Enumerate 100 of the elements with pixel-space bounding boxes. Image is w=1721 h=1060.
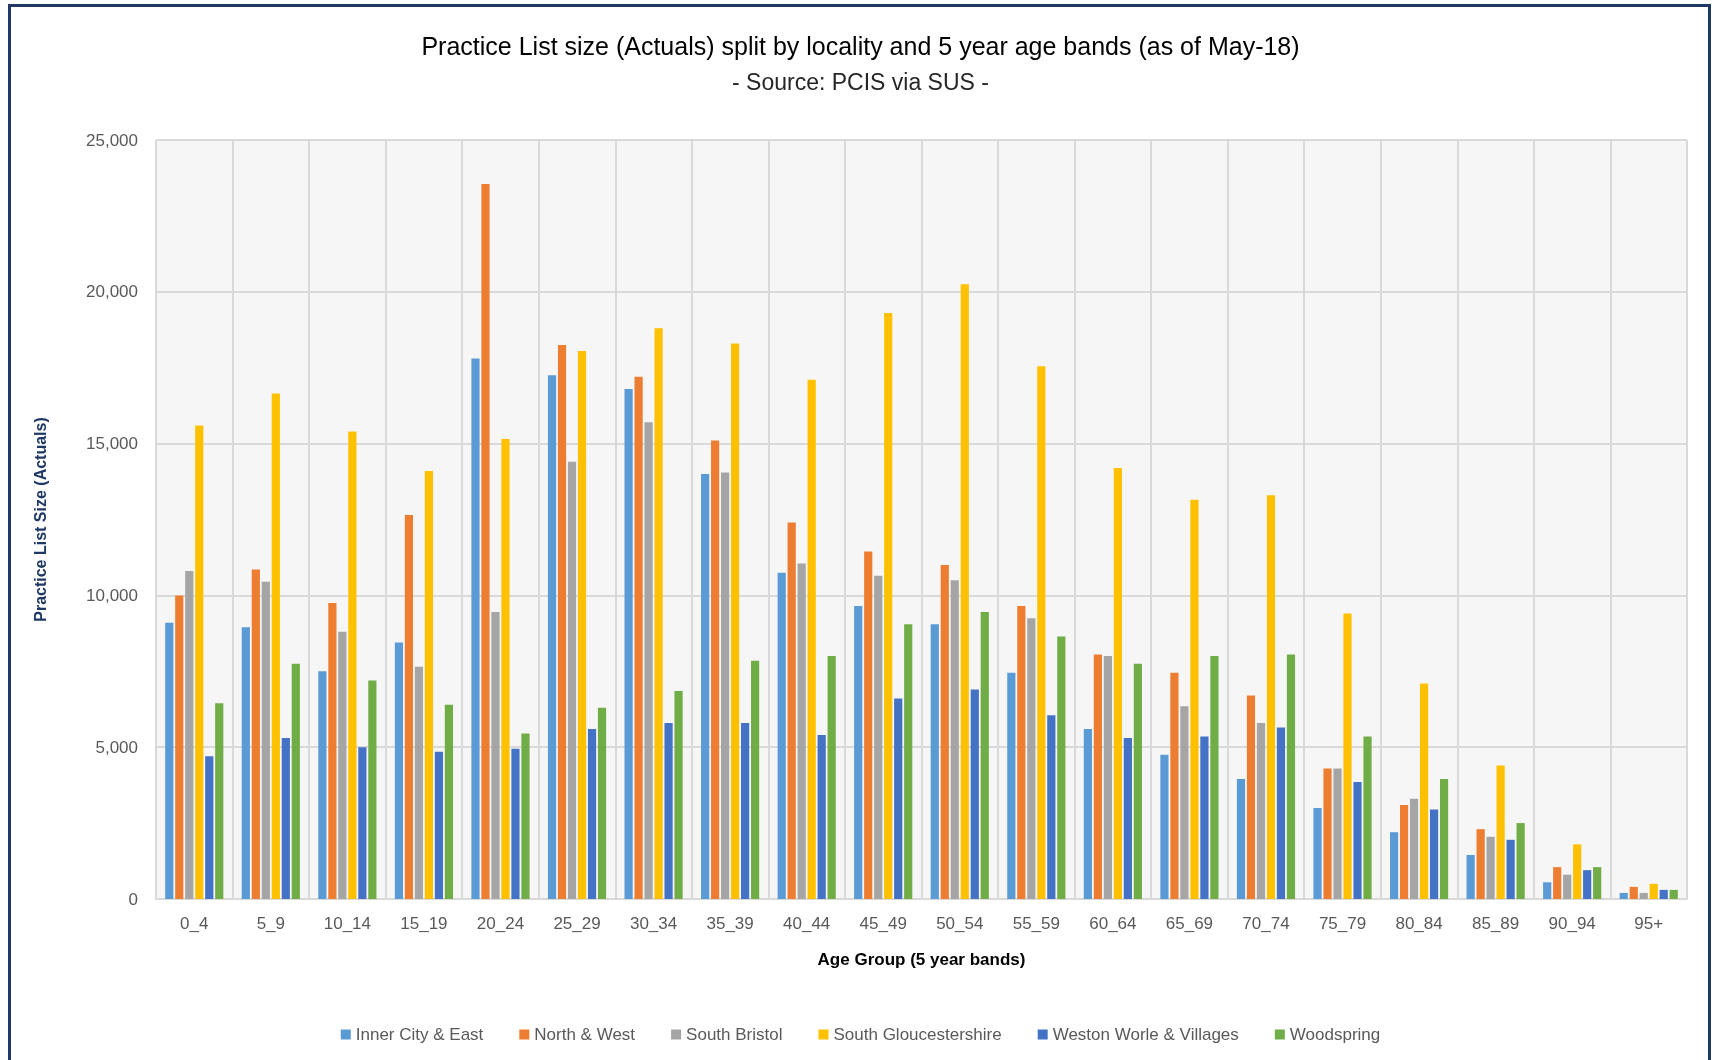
bar — [318, 671, 327, 899]
bar — [904, 624, 913, 899]
bar — [664, 722, 673, 899]
bar — [1276, 727, 1286, 899]
bar — [751, 660, 760, 899]
bar — [1286, 654, 1296, 899]
bar — [1236, 779, 1246, 899]
x-tick-label: 95+ — [1634, 914, 1664, 933]
bar — [1649, 883, 1658, 899]
bar — [1429, 809, 1439, 899]
bar — [1007, 672, 1016, 899]
bar — [577, 351, 587, 899]
bar — [175, 595, 184, 899]
bar — [1256, 722, 1266, 899]
x-tick-label: 75_79 — [1318, 914, 1367, 933]
bar — [597, 707, 607, 899]
bar — [261, 581, 270, 899]
bar — [1200, 736, 1209, 899]
bar — [241, 627, 250, 899]
bar — [1573, 844, 1582, 899]
bar — [1057, 636, 1066, 899]
bar — [491, 612, 500, 899]
bar — [854, 606, 863, 899]
legend-label: North & West — [534, 1025, 636, 1044]
bar — [291, 663, 300, 899]
x-tick-label: 70_74 — [1242, 914, 1290, 933]
bar — [1639, 892, 1648, 899]
bar — [481, 184, 490, 899]
x-tick-label: 15_19 — [400, 914, 448, 933]
bar — [444, 704, 454, 899]
bar — [1333, 768, 1342, 899]
x-tick-label: 90_94 — [1548, 914, 1596, 933]
bar — [1093, 654, 1102, 899]
bar — [930, 624, 939, 899]
bar — [195, 425, 204, 899]
bar — [1496, 765, 1505, 899]
y-tick-label: 10,000 — [86, 585, 138, 605]
bar — [654, 328, 663, 899]
bar — [1133, 663, 1142, 899]
bar — [1563, 874, 1572, 899]
bar — [1180, 706, 1189, 899]
x-tick-label: 30_34 — [629, 914, 678, 933]
bar — [1409, 798, 1419, 899]
x-tick-label: 45_49 — [859, 914, 907, 933]
bar — [1190, 499, 1199, 899]
bar — [1323, 768, 1332, 899]
bar — [368, 680, 377, 899]
bar — [1553, 867, 1562, 899]
bar — [874, 575, 883, 899]
bar — [501, 439, 510, 899]
bar — [1083, 728, 1092, 899]
bar — [777, 572, 786, 899]
bar — [711, 440, 720, 899]
bar — [940, 565, 949, 899]
bar — [404, 514, 414, 899]
bar — [424, 470, 434, 899]
bar — [1047, 715, 1056, 899]
bar — [557, 344, 567, 899]
legend-label: South Bristol — [686, 1025, 783, 1044]
bar — [797, 563, 806, 899]
bar — [1027, 618, 1036, 899]
bar — [215, 703, 224, 899]
bar — [1389, 832, 1399, 899]
bar — [894, 698, 903, 899]
bar — [271, 393, 280, 899]
bar — [1170, 672, 1179, 899]
bar — [1659, 889, 1668, 899]
bar — [434, 751, 444, 899]
bar — [807, 379, 816, 899]
bar — [1629, 886, 1638, 899]
bar — [960, 284, 969, 899]
bar — [634, 376, 643, 899]
bar — [1669, 889, 1678, 899]
bar — [1363, 736, 1372, 899]
bar — [1439, 779, 1449, 899]
bar — [165, 622, 174, 899]
bar — [1103, 656, 1112, 899]
bar — [1583, 870, 1592, 899]
bar — [281, 738, 290, 899]
bar — [587, 728, 597, 899]
y-tick-label: 25,000 — [86, 130, 138, 150]
x-tick-label: 5_9 — [256, 914, 286, 933]
bar — [547, 375, 557, 899]
bar — [674, 691, 683, 899]
x-tick-label: 25_29 — [553, 914, 601, 933]
bar — [827, 656, 836, 899]
bar — [185, 571, 194, 899]
bar — [1210, 656, 1219, 899]
bar — [1160, 754, 1169, 899]
bar — [328, 602, 337, 899]
bar — [1353, 782, 1362, 899]
x-tick-label: 35_39 — [706, 914, 754, 933]
bar — [741, 722, 750, 899]
bar — [884, 313, 893, 899]
x-tick-label: 40_44 — [783, 914, 831, 933]
bar — [701, 473, 710, 899]
bar — [1593, 867, 1602, 899]
bar — [414, 666, 424, 899]
chart-title: Practice List size (Actuals) split by locality and 5 year age bands (as of May-18) — [421, 31, 1300, 60]
legend-label: Weston Worle & Villages — [1052, 1025, 1239, 1044]
